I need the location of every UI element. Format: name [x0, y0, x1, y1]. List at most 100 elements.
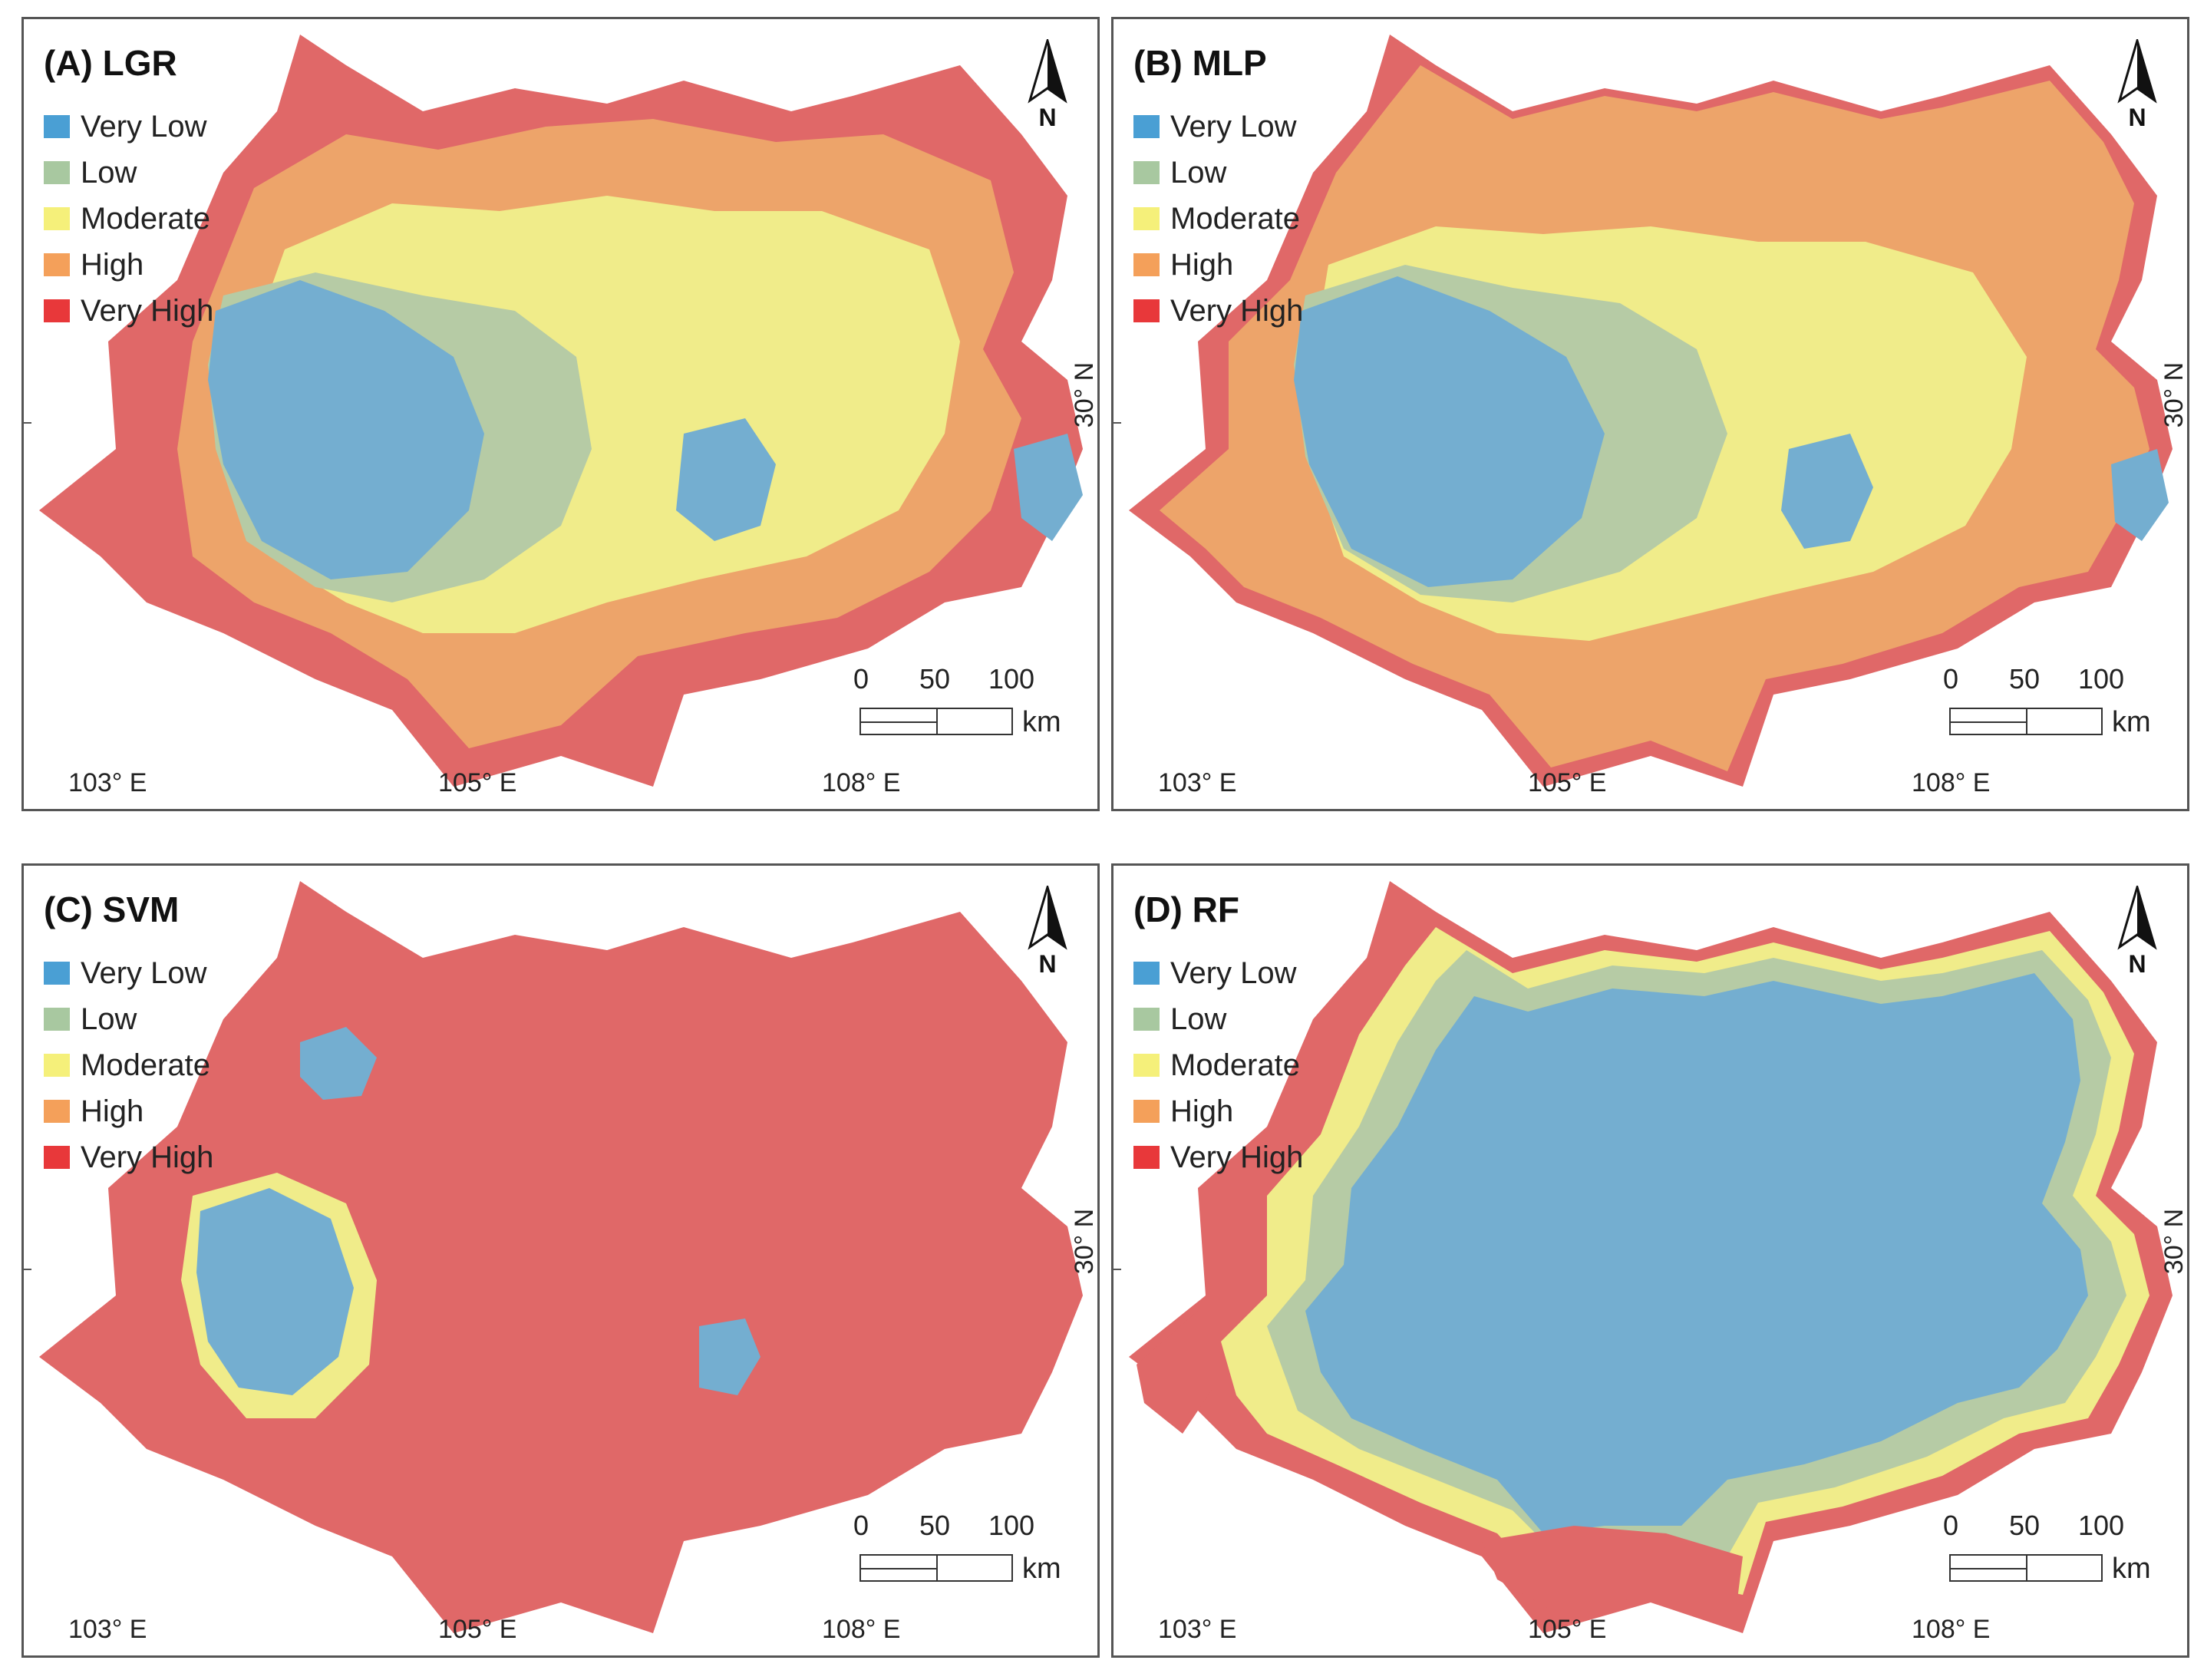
latitude-label: 30° N: [2159, 361, 2189, 428]
susceptibility-map: [39, 35, 1083, 787]
legend: Very Low Low Moderate High Very High: [1133, 104, 1303, 334]
latitude-tick: [24, 422, 31, 424]
legend-item-low: Low: [1133, 150, 1303, 196]
legend-swatch: [1133, 1146, 1160, 1169]
scale-label-100: 100: [2078, 1510, 2125, 1541]
legend-swatch: [44, 161, 70, 184]
panel-title: (D) RF: [1133, 890, 1239, 929]
legend-label: Very High: [1170, 293, 1304, 328]
legend-item-high: High: [1133, 1088, 1303, 1134]
legend-item-moderate: Moderate: [1133, 196, 1303, 242]
legend: Very Low Low Moderate High Very High: [44, 104, 213, 334]
scale-label-50: 50: [2009, 1510, 2041, 1541]
legend-label: Low: [1170, 1002, 1227, 1036]
scale-label-50: 50: [919, 1510, 951, 1541]
legend-label: Very High: [81, 293, 214, 328]
scale-label-0: 0: [853, 663, 869, 695]
legend-swatch: [44, 207, 70, 230]
map-panel-svm: (C) SVM Very Low Low Moderate High Very …: [21, 863, 1100, 1658]
north-letter: N: [2128, 950, 2146, 978]
panel-title: (B) MLP: [1133, 43, 1267, 83]
legend-item-high: High: [1133, 242, 1303, 288]
legend-swatch: [44, 1008, 70, 1031]
longitude-label: 105° E: [1528, 768, 1607, 797]
legend-swatch: [44, 253, 70, 276]
legend-swatch: [1133, 299, 1160, 322]
north-letter: N: [1038, 104, 1057, 131]
north-arrow-icon: N: [2110, 36, 2164, 131]
susceptibility-map: [1129, 35, 2173, 787]
legend-label: Very Low: [1170, 109, 1297, 144]
legend-item-moderate: Moderate: [44, 1042, 213, 1088]
scale-label-0: 0: [853, 1510, 869, 1541]
scale-bar-graphic: [1949, 1554, 2103, 1582]
longitude-label: 108° E: [822, 768, 901, 797]
legend-item-moderate: Moderate: [1133, 1042, 1303, 1088]
legend-item-moderate: Moderate: [44, 196, 213, 242]
legend-item-very-high: Very High: [44, 288, 213, 334]
longitude-label: 103° E: [1158, 1615, 1237, 1644]
legend-item-low: Low: [44, 996, 213, 1042]
scale-bar: 0 50 100 km: [853, 663, 1061, 748]
legend-label: Moderate: [81, 1048, 210, 1082]
scale-unit: km: [2112, 1553, 2151, 1585]
panel-title: (C) SVM: [44, 890, 180, 929]
scale-label-100: 100: [2078, 663, 2125, 695]
legend-item-high: High: [44, 1088, 213, 1134]
legend-label: Moderate: [81, 201, 210, 236]
legend-swatch: [1133, 1054, 1160, 1077]
legend-swatch: [1133, 207, 1160, 230]
map-panel-rf: (D) RF Very Low Low Moderate High Very H…: [1111, 863, 2189, 1658]
legend-swatch: [1133, 1100, 1160, 1123]
map-panel-lgr: (A) LGR Very Low Low Moderate High Very …: [21, 17, 1100, 811]
legend-swatch: [1133, 115, 1160, 138]
legend-item-very-low: Very Low: [44, 104, 213, 150]
legend-label: Moderate: [1170, 1048, 1300, 1082]
north-arrow-icon: N: [1021, 883, 1074, 978]
legend-item-high: High: [44, 242, 213, 288]
longitude-label: 108° E: [822, 1615, 901, 1644]
legend-label: Low: [1170, 155, 1227, 190]
scale-label-100: 100: [988, 663, 1035, 695]
legend: Very Low Low Moderate High Very High: [44, 950, 213, 1180]
legend-swatch: [44, 1054, 70, 1077]
longitude-label: 105° E: [438, 768, 517, 797]
legend-label: High: [81, 247, 144, 282]
legend-label: Very Low: [81, 109, 207, 144]
panel-title: (A) LGR: [44, 43, 177, 83]
legend-item-very-high: Very High: [1133, 1134, 1303, 1180]
north-arrow-icon: N: [1021, 36, 1074, 131]
legend-swatch: [1133, 962, 1160, 985]
legend-label: Very High: [81, 1140, 214, 1174]
legend-swatch: [1133, 1008, 1160, 1031]
scale-label-0: 0: [1943, 663, 1959, 695]
legend-label: Low: [81, 1002, 137, 1036]
longitude-label: 103° E: [1158, 768, 1237, 797]
legend-label: Very Low: [81, 956, 207, 990]
north-letter: N: [1038, 950, 1057, 978]
longitude-label: 105° E: [438, 1615, 517, 1644]
scale-label-100: 100: [988, 1510, 1035, 1541]
longitude-label: 105° E: [1528, 1615, 1607, 1644]
longitude-label: 103° E: [68, 1615, 147, 1644]
susceptibility-map: [1129, 881, 2173, 1633]
legend-label: Low: [81, 155, 137, 190]
latitude-tick: [1113, 1269, 1121, 1270]
longitude-label: 103° E: [68, 768, 147, 797]
legend-item-very-low: Very Low: [1133, 104, 1303, 150]
latitude-label: 30° N: [1069, 361, 1099, 428]
scale-label-0: 0: [1943, 1510, 1959, 1541]
latitude-label: 30° N: [2159, 1208, 2189, 1275]
legend-label: High: [1170, 247, 1234, 282]
scale-label-50: 50: [2009, 663, 2041, 695]
legend-swatch: [44, 115, 70, 138]
legend-swatch: [44, 962, 70, 985]
legend-swatch: [44, 1100, 70, 1123]
scale-bar-graphic: [859, 1554, 1013, 1582]
legend-swatch: [44, 299, 70, 322]
north-letter: N: [2128, 104, 2146, 131]
latitude-tick: [24, 1269, 31, 1270]
legend-label: Very High: [1170, 1140, 1304, 1174]
legend: Very Low Low Moderate High Very High: [1133, 950, 1303, 1180]
legend-label: Very Low: [1170, 956, 1297, 990]
